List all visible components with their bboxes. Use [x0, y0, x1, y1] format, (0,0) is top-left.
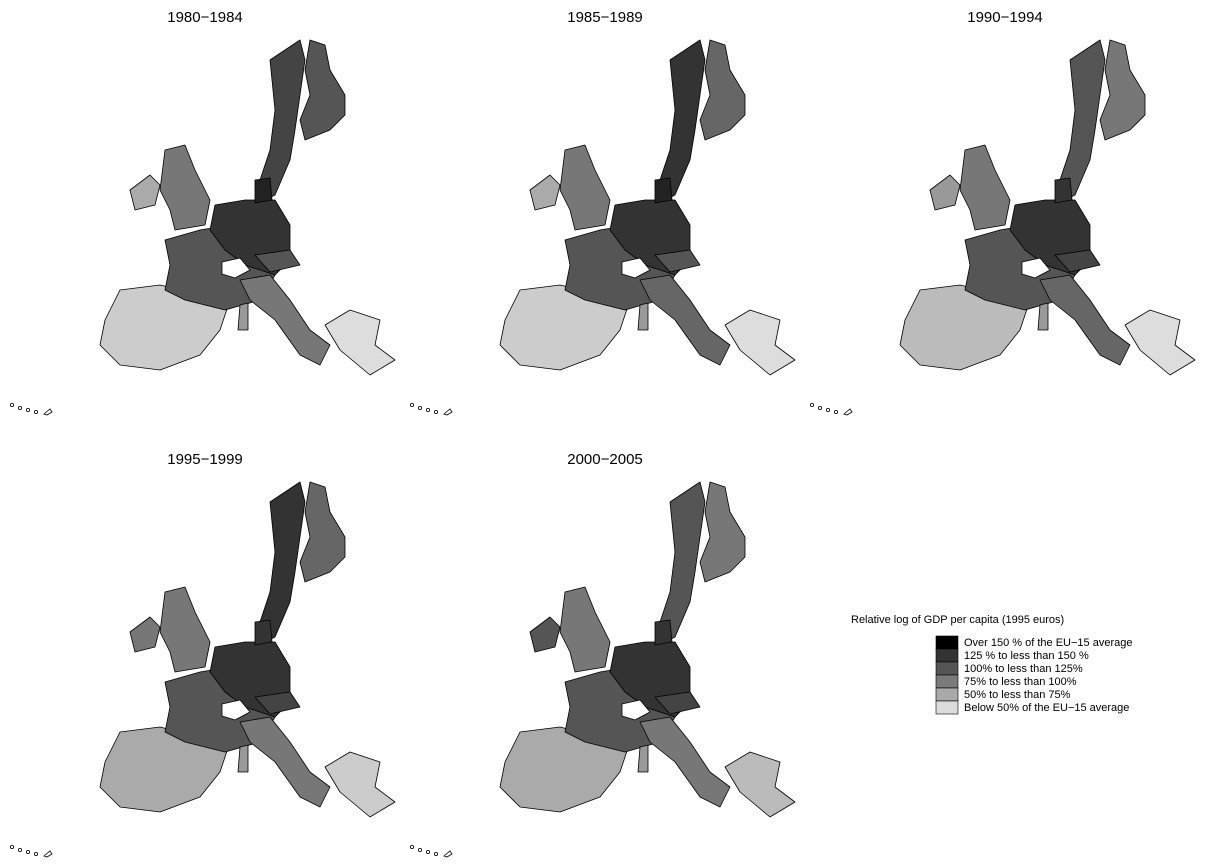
island [34, 852, 37, 855]
figure: 1980−1984 1985−1989 1990−1994 1995−1999 2000… [0, 0, 1205, 860]
region-finland [300, 482, 345, 582]
region-italy [640, 275, 730, 365]
region-italy [640, 717, 730, 807]
island [418, 848, 421, 851]
island [434, 852, 437, 855]
region-greece [325, 310, 395, 375]
region-denmark [255, 620, 272, 645]
region-sardinia [638, 303, 648, 330]
region-ireland [130, 617, 160, 652]
legend: Relative log of GDP per capita (1995 eur… [851, 614, 1132, 714]
region-sardinia [638, 745, 648, 772]
island [844, 409, 852, 415]
map-panel: 1995−1999 [10, 451, 395, 857]
legend-swatch [936, 688, 958, 701]
island [418, 406, 421, 409]
panel-title: 1990−1994 [967, 9, 1043, 26]
island [44, 851, 52, 857]
region-finland [1100, 40, 1145, 140]
island [444, 409, 452, 415]
panel-title: 1980−1984 [167, 9, 243, 26]
region-greece [325, 752, 395, 817]
region-ireland [130, 175, 160, 210]
map-panel: 1980−1984 [10, 9, 395, 415]
panel-title: 2000−2005 [567, 451, 643, 468]
region-scandinavia [1060, 40, 1105, 200]
legend-swatch [936, 662, 958, 675]
region-ireland [930, 175, 960, 210]
region-ireland [530, 175, 560, 210]
island [410, 403, 413, 406]
region-greece [1125, 310, 1195, 375]
legend-label: 100% to less than 125% [964, 663, 1083, 675]
region-scandinavia [660, 40, 705, 200]
region-denmark [1055, 178, 1072, 203]
island [26, 408, 29, 411]
island [34, 410, 37, 413]
island [444, 851, 452, 857]
region-greece [725, 310, 795, 375]
island [18, 848, 21, 851]
island [410, 845, 413, 848]
region-britain [560, 587, 610, 672]
region-italy [240, 275, 330, 365]
region-finland [700, 482, 745, 582]
region-finland [700, 40, 745, 140]
legend-label: Below 50% of the EU−15 average [964, 702, 1129, 714]
region-sardinia [238, 745, 248, 772]
region-greece [725, 752, 795, 817]
legend-swatch [936, 636, 958, 649]
region-britain [960, 145, 1010, 230]
region-scandinavia [260, 482, 305, 642]
region-ireland [530, 617, 560, 652]
legend-label: Over 150 % of the EU−15 average [964, 637, 1132, 649]
island [426, 408, 429, 411]
map-panel: 1990−1994 [810, 9, 1195, 415]
island [10, 403, 13, 406]
legend-label: 50% to less than 75% [964, 689, 1071, 701]
legend-title: Relative log of GDP per capita (1995 eur… [851, 614, 1064, 626]
island [44, 409, 52, 415]
legend-swatch [936, 649, 958, 662]
panel-title: 1985−1989 [567, 9, 643, 26]
island [434, 410, 437, 413]
map-panel: 1985−1989 [410, 9, 795, 415]
island [834, 410, 837, 413]
region-finland [300, 40, 345, 140]
region-denmark [255, 178, 272, 203]
island [26, 850, 29, 853]
region-sardinia [238, 303, 248, 330]
region-sardinia [1038, 303, 1048, 330]
island [810, 403, 813, 406]
region-italy [240, 717, 330, 807]
region-scandinavia [660, 482, 705, 642]
region-denmark [655, 620, 672, 645]
region-britain [560, 145, 610, 230]
region-italy [1040, 275, 1130, 365]
legend-swatch [936, 675, 958, 688]
map-panel: 2000−2005 [410, 451, 795, 857]
region-britain [160, 145, 210, 230]
legend-label: 125 % to less than 150 % [964, 650, 1089, 662]
region-scandinavia [260, 40, 305, 200]
region-denmark [655, 178, 672, 203]
island [18, 406, 21, 409]
island [818, 406, 821, 409]
island [10, 845, 13, 848]
island [426, 850, 429, 853]
panel-title: 1995−1999 [167, 451, 243, 468]
island [826, 408, 829, 411]
legend-label: 75% to less than 100% [964, 676, 1077, 688]
legend-swatch [936, 701, 958, 714]
region-britain [160, 587, 210, 672]
